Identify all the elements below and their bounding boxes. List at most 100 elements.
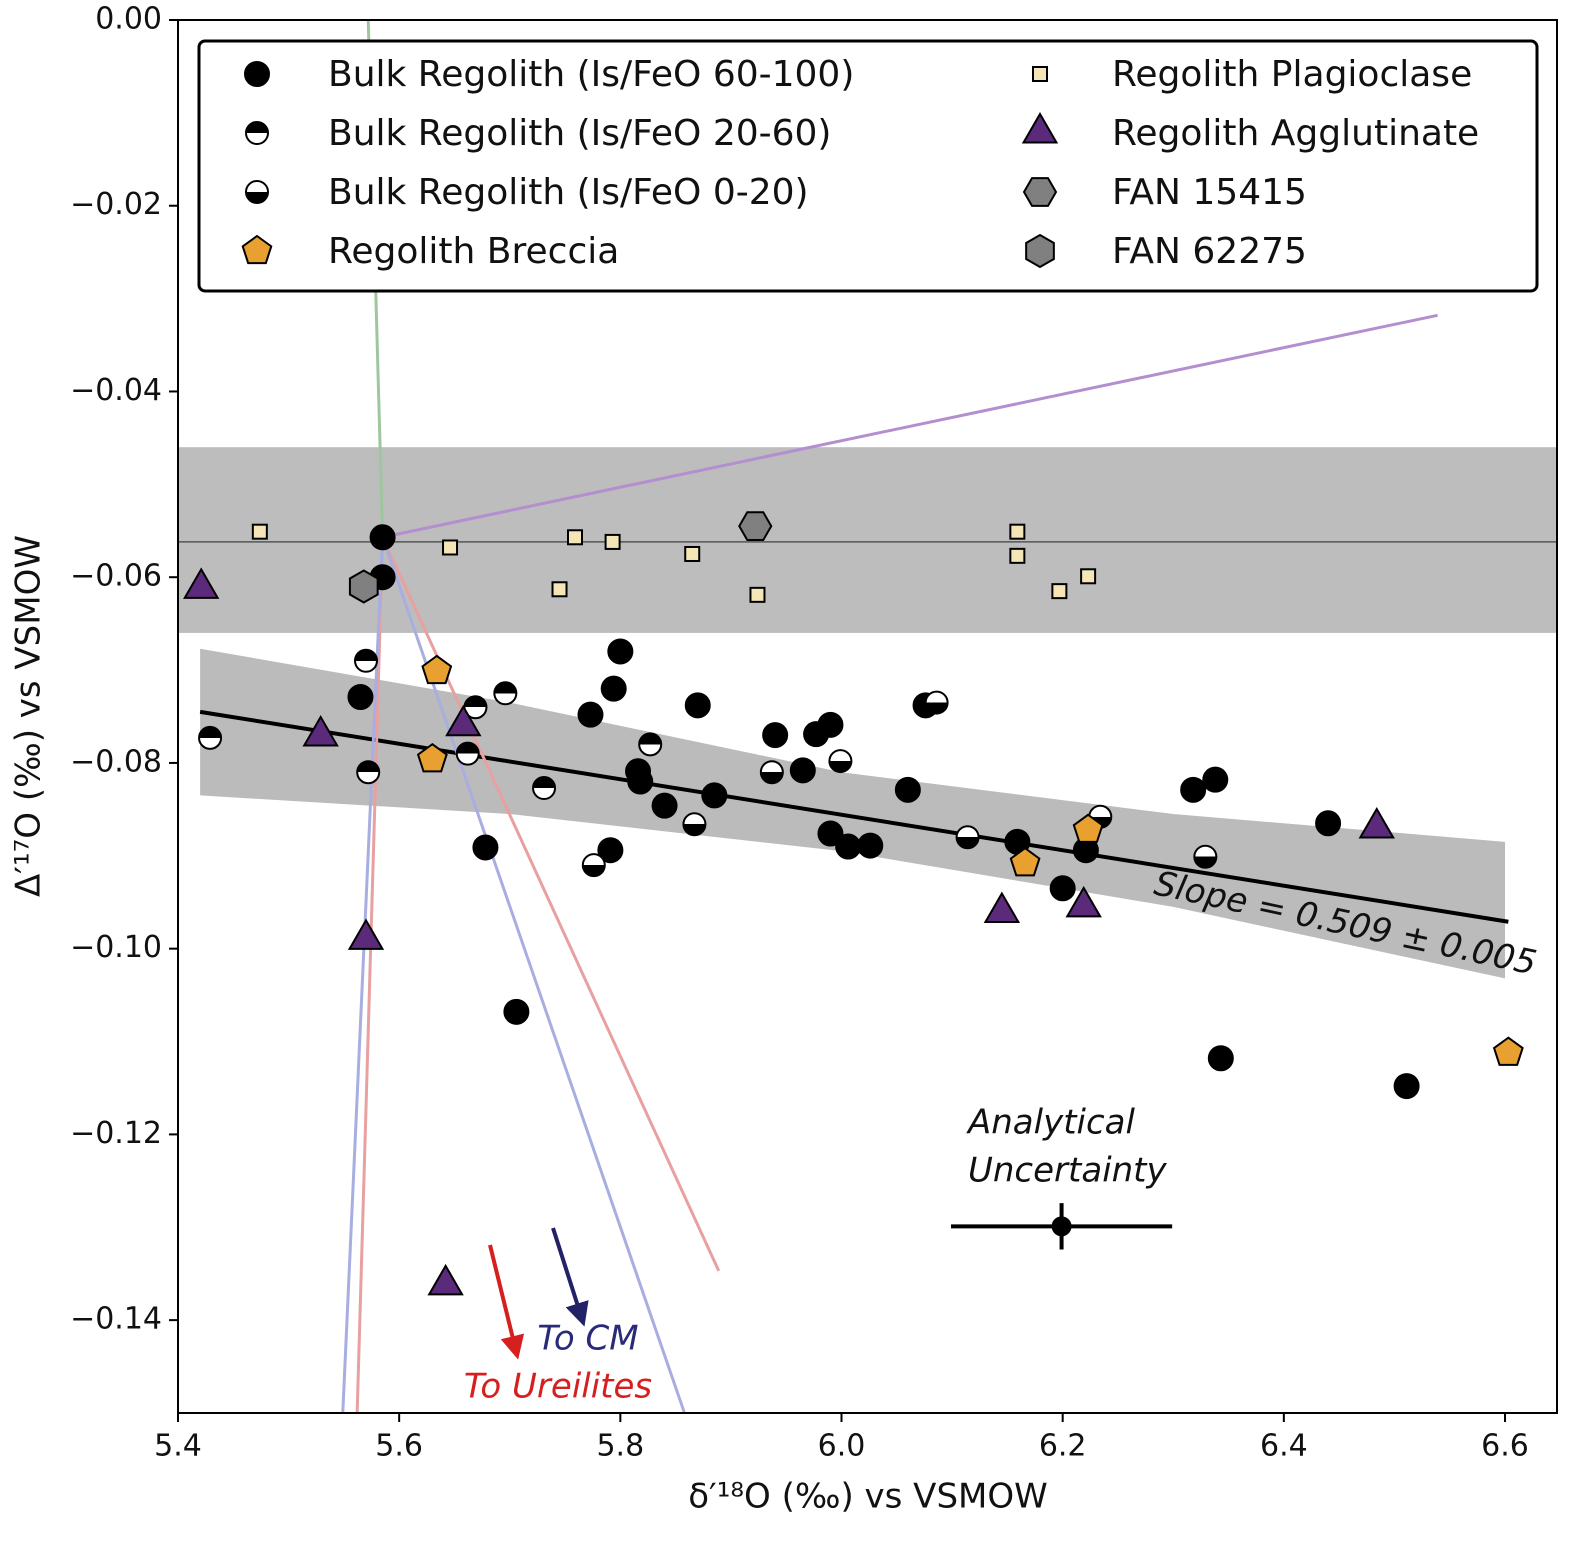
y-tick-label: −0.02 xyxy=(70,187,162,222)
data-point xyxy=(1009,523,1026,540)
data-point xyxy=(789,757,816,784)
data-point xyxy=(503,998,530,1025)
data-point xyxy=(749,586,766,603)
annotation: Uncertainty xyxy=(968,1151,1168,1191)
legend-label: FAN 62275 xyxy=(1112,231,1307,272)
data-point xyxy=(369,524,396,551)
y-tick-label: −0.06 xyxy=(70,559,162,594)
data-point xyxy=(1492,1036,1524,1066)
data-point xyxy=(1193,844,1218,869)
y-tick-label: −0.04 xyxy=(70,373,162,408)
confidence-band xyxy=(200,648,1506,979)
annotation: To Ureilites xyxy=(464,1367,652,1407)
data-point xyxy=(472,834,499,861)
data-point xyxy=(1072,813,1104,843)
x-tick-label: 5.4 xyxy=(154,1429,202,1464)
data-point xyxy=(983,891,1021,923)
legend-label: Regolith Agglutinate xyxy=(1112,113,1479,154)
mixing-line xyxy=(341,537,385,1413)
data-point xyxy=(302,715,339,747)
data-point xyxy=(1051,583,1068,600)
data-point xyxy=(493,681,518,706)
data-point xyxy=(1358,806,1395,839)
arrow-cm xyxy=(551,1227,589,1327)
data-point xyxy=(701,782,728,809)
data-point xyxy=(607,638,634,665)
x-tick-label: 6.6 xyxy=(1481,1429,1529,1464)
data-point xyxy=(1009,547,1026,564)
reference-band xyxy=(178,447,1557,633)
legend-label: Bulk Regolith (Is/FeO 60-100) xyxy=(328,54,854,95)
data-point xyxy=(442,539,459,556)
data-point xyxy=(638,732,663,757)
annotation: Analytical xyxy=(966,1103,1136,1143)
data-point xyxy=(567,529,584,546)
legend-marker xyxy=(1032,66,1048,82)
data-point xyxy=(651,792,678,819)
data-point xyxy=(738,511,773,541)
y-tick-label: −0.14 xyxy=(70,1302,162,1337)
legend-label: Regolith Plagioclase xyxy=(1112,54,1472,95)
y-tick-label: 0.00 xyxy=(95,2,162,37)
data-point xyxy=(577,701,604,728)
x-tick-label: 5.8 xyxy=(596,1429,644,1464)
axes-frame xyxy=(177,19,1558,1414)
legend xyxy=(197,39,1539,293)
data-point xyxy=(835,833,862,860)
data-point xyxy=(1315,810,1342,837)
legend-label: Bulk Regolith (Is/FeO 0-20) xyxy=(328,172,809,213)
legend-marker xyxy=(245,180,269,204)
data-point xyxy=(1180,776,1207,803)
data-point xyxy=(356,760,381,785)
legend-marker xyxy=(1021,111,1059,144)
mixing-line xyxy=(381,536,721,1272)
mixing-line xyxy=(355,537,385,1413)
data-point xyxy=(924,690,949,715)
legend-label: Bulk Regolith (Is/FeO 20-60) xyxy=(328,113,831,154)
x-tick-label: 6.4 xyxy=(1260,1429,1308,1464)
y-tick-label: −0.12 xyxy=(70,1116,162,1151)
legend-label: FAN 15415 xyxy=(1112,172,1307,213)
data-point xyxy=(684,545,701,562)
data-point xyxy=(759,760,784,785)
data-point xyxy=(597,837,624,864)
data-point xyxy=(421,654,453,685)
data-point xyxy=(627,768,654,795)
x-tick-label: 6.0 xyxy=(818,1429,866,1464)
data-point xyxy=(955,825,980,850)
data-point xyxy=(894,776,921,803)
legend-marker xyxy=(1025,233,1055,269)
legend-marker xyxy=(1022,177,1058,207)
data-point xyxy=(682,812,707,837)
data-point xyxy=(817,820,844,847)
x-axis-label: δ′¹⁸O (‰) vs VSMOW xyxy=(688,1477,1048,1517)
data-point xyxy=(828,749,853,774)
data-point xyxy=(348,569,379,604)
data-point xyxy=(427,1263,464,1296)
x-tick-label: 5.6 xyxy=(375,1429,423,1464)
error-bar-point xyxy=(1051,1216,1072,1237)
data-point xyxy=(353,648,378,673)
data-point xyxy=(581,853,606,878)
data-point xyxy=(604,533,621,550)
data-point xyxy=(1009,846,1041,877)
arrow-ureilites xyxy=(488,1244,525,1360)
annotation: To CM xyxy=(537,1319,638,1359)
legend-marker xyxy=(245,121,269,145)
data-point xyxy=(1393,1073,1420,1100)
legend-marker xyxy=(241,234,273,265)
data-point xyxy=(600,675,627,702)
data-point xyxy=(1065,885,1102,918)
data-point xyxy=(416,742,448,773)
y-tick-label: −0.10 xyxy=(70,930,162,965)
plot-area xyxy=(178,20,1557,1413)
regression-line xyxy=(199,709,1509,924)
data-point xyxy=(183,567,220,599)
x-tick-label: 6.2 xyxy=(1039,1429,1087,1464)
data-point xyxy=(1202,766,1229,793)
data-point xyxy=(1207,1045,1234,1072)
data-point xyxy=(198,725,223,750)
data-point xyxy=(817,711,844,738)
